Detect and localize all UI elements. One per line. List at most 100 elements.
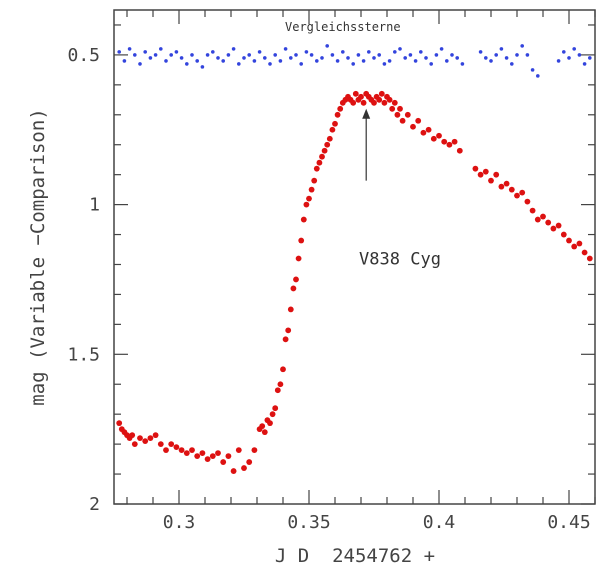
variable-point <box>397 105 403 112</box>
comparison-point <box>195 59 199 63</box>
axis-tick-labels: 0.3 0.35 0.4 0.45 0.5 1 1.5 2 <box>67 45 590 533</box>
variable-point <box>313 165 320 172</box>
variable-point <box>316 159 323 166</box>
variable-point <box>285 327 292 334</box>
variable-point <box>503 180 510 187</box>
variable-point <box>287 306 294 313</box>
variable-point <box>321 147 328 154</box>
comparison-point <box>494 53 499 57</box>
comparison-point <box>257 50 262 54</box>
variable-point <box>293 276 299 283</box>
comparison-point <box>510 62 514 66</box>
comparison-point <box>133 53 137 57</box>
variable-point <box>477 171 484 178</box>
variable-point <box>311 177 318 184</box>
x-tick-label: 0.4 <box>423 512 456 533</box>
variable-point <box>137 435 143 442</box>
comparison-point <box>263 56 267 60</box>
comparison-point <box>556 59 561 63</box>
comparison-point <box>127 47 132 51</box>
variable-point <box>298 237 305 244</box>
variable-point <box>441 138 448 145</box>
variable-point <box>183 450 190 456</box>
variable-point <box>300 216 307 223</box>
comparison-point <box>200 65 205 69</box>
comparison-point <box>382 62 387 66</box>
variable-point <box>267 420 273 427</box>
variable-point <box>290 285 297 292</box>
comparison-point <box>273 53 278 57</box>
variable-point <box>358 93 364 100</box>
comparison-point <box>309 53 314 57</box>
variable-point <box>329 126 336 133</box>
variable-point <box>493 171 500 178</box>
comparison-point <box>221 59 225 63</box>
variable-point <box>488 177 494 184</box>
comparison-point <box>489 59 493 63</box>
variable-point <box>415 117 422 124</box>
comparison-point <box>582 62 587 66</box>
variable-point <box>194 453 201 459</box>
variable-point <box>326 135 333 142</box>
variable-point <box>261 429 268 436</box>
variable-point <box>394 111 401 118</box>
variable-point <box>566 237 572 244</box>
variable-point <box>482 168 489 175</box>
variable-point <box>324 141 331 148</box>
comparison-point <box>536 74 540 78</box>
comparison-point <box>393 50 397 54</box>
variable-point <box>555 222 562 229</box>
comparison-point <box>562 50 566 54</box>
comparison-point <box>185 62 189 66</box>
variable-point <box>498 183 505 190</box>
comparison-point <box>403 56 408 60</box>
variable-point <box>560 231 567 238</box>
comparison-point <box>216 56 220 60</box>
comparison-point <box>304 50 309 54</box>
variable-point <box>131 441 138 448</box>
comparison-point <box>567 56 571 60</box>
variable-point <box>251 447 258 454</box>
comparison-point <box>299 62 304 66</box>
variable-point <box>451 138 458 145</box>
variable-point <box>277 381 284 388</box>
variable-point <box>529 207 536 214</box>
comparison-point <box>294 53 298 57</box>
variable-point <box>389 105 396 112</box>
variable-point <box>209 453 216 459</box>
variable-point <box>378 90 385 97</box>
comparison-point <box>164 59 168 63</box>
comparison-point <box>429 62 434 66</box>
variable-point <box>142 438 149 445</box>
variable-point <box>303 201 310 208</box>
comparison-point <box>413 59 418 63</box>
comparison-point <box>278 59 283 63</box>
comparison-point <box>460 62 465 66</box>
comparison-point <box>320 56 324 60</box>
y-tick-label: 1 <box>89 195 100 216</box>
variable-point <box>586 255 593 262</box>
variable-point <box>272 405 279 412</box>
maximum-arrow-head <box>362 108 371 119</box>
variable-point <box>352 90 359 97</box>
comparison-point <box>367 50 371 54</box>
comparison-point <box>455 56 460 60</box>
variable-point <box>269 411 276 418</box>
variable-point <box>147 435 154 442</box>
variable-point <box>391 99 398 106</box>
comparison-point <box>419 50 423 54</box>
comparison-point <box>117 50 121 54</box>
comparison-point <box>515 53 519 57</box>
comparison-point <box>577 53 582 57</box>
variable-point <box>332 120 338 127</box>
y-tick-label: 2 <box>89 494 100 515</box>
variable-point <box>116 420 123 427</box>
variable-point <box>386 96 393 103</box>
comparison-point <box>325 44 330 48</box>
comparison-point <box>169 53 173 57</box>
comparison-point <box>179 56 184 60</box>
comparison-point <box>247 53 251 57</box>
variable-point <box>404 111 411 118</box>
annotation-variable-star: V838 Cyg <box>359 249 441 269</box>
